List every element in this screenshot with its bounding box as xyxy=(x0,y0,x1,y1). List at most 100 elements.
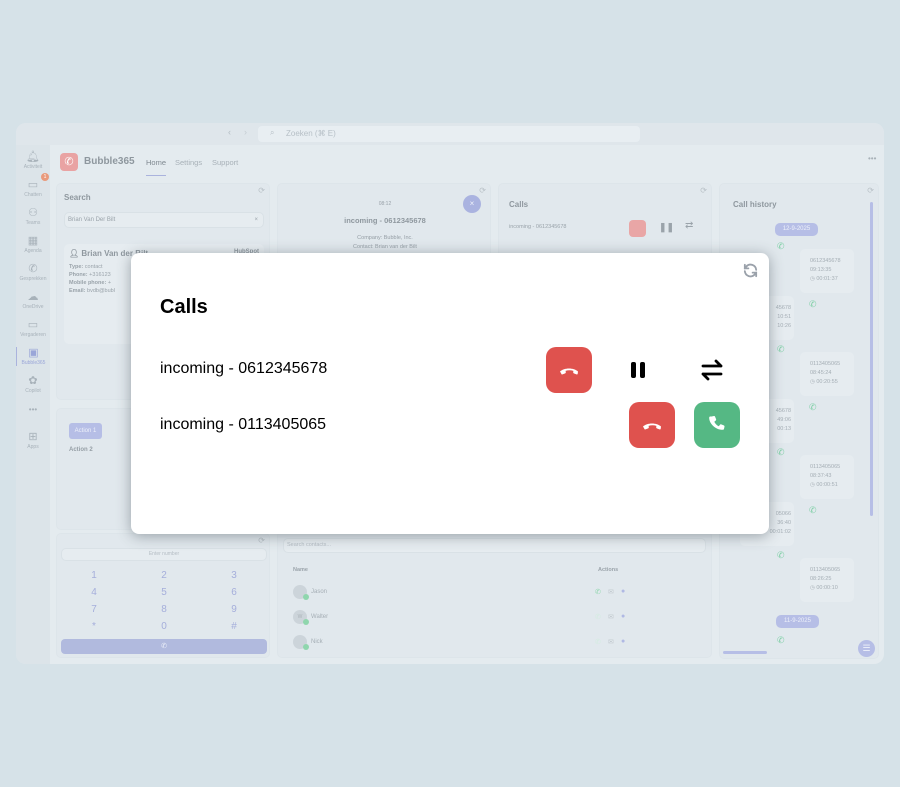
panel-title: Calls xyxy=(509,200,529,209)
mail-icon[interactable]: ✉ xyxy=(608,589,614,596)
menu-icon: ☰ xyxy=(862,643,871,653)
key-star[interactable]: * xyxy=(92,621,96,632)
key-3[interactable]: 3 xyxy=(231,570,237,581)
rail-item-meetings[interactable]: ▭ Vergaderen xyxy=(16,319,50,338)
history-entry[interactable]: 0113405065 08:37:43 ◷ 00:00:51 xyxy=(800,455,854,499)
history-entry[interactable]: 0113405065 08:26:25 ◷ 00:00:10 xyxy=(800,558,854,602)
key-8[interactable]: 8 xyxy=(161,604,167,615)
mail-icon[interactable]: ✉ xyxy=(608,639,614,646)
number-input[interactable]: Enter number xyxy=(61,548,267,561)
vertical-scrollbar[interactable] xyxy=(870,202,873,516)
mail-icon[interactable]: ✉ xyxy=(608,614,614,621)
transfer-icon xyxy=(701,359,723,381)
transfer-icon[interactable]: ⇄ xyxy=(685,220,694,231)
calls-modal: Calls incoming - 0612345678 incoming - 0… xyxy=(131,253,769,534)
action-2-button[interactable]: Action 2 xyxy=(69,447,93,453)
tab-settings[interactable]: Settings xyxy=(175,158,203,167)
hangup-button[interactable] xyxy=(629,220,646,237)
phone-label: Phone: xyxy=(69,272,88,278)
answer-button[interactable] xyxy=(694,402,740,448)
phone-value[interactable]: +316123 xyxy=(89,272,111,278)
clock-icon: ◷ xyxy=(810,482,815,488)
hangup-icon xyxy=(643,423,661,430)
key-4[interactable]: 4 xyxy=(91,587,97,598)
refresh-icon[interactable]: ⟳ xyxy=(258,186,265,195)
more-options-icon[interactable]: ••• xyxy=(868,154,877,163)
dial-button[interactable]: ✆ xyxy=(61,639,267,654)
rail-item-copilot[interactable]: ✿ Copilot xyxy=(16,375,50,394)
key-9[interactable]: 9 xyxy=(231,604,237,615)
key-hash[interactable]: # xyxy=(231,621,237,632)
incoming-call-icon: ✆ xyxy=(809,402,817,412)
rail-item-apps[interactable]: ⊞ Apps xyxy=(16,431,50,450)
history-duration: 00:20:55 xyxy=(816,379,838,385)
contact-row[interactable]: Nick ✆ ✉ ● xyxy=(293,635,703,651)
contact-row[interactable]: Jason ✆ ✉ ● xyxy=(293,585,703,601)
refresh-icon[interactable]: ⟳ xyxy=(258,536,265,545)
tab-support[interactable]: Support xyxy=(212,158,239,167)
pause-icon[interactable]: ❚❚ xyxy=(659,222,675,232)
key-7[interactable]: 7 xyxy=(91,604,97,615)
rail-more-button[interactable]: ••• xyxy=(16,405,50,414)
rail-item-activity[interactable]: 🔔︎ Activiteit xyxy=(16,151,50,170)
call-icon[interactable]: ✆ xyxy=(595,589,601,596)
refresh-icon[interactable]: ⟳ xyxy=(479,186,486,195)
plus-icon: ⊞ xyxy=(28,431,38,443)
call-label: incoming - 0612345678 xyxy=(509,224,567,230)
rail-label: Chatten xyxy=(24,192,42,198)
chat-icon[interactable]: ● xyxy=(621,638,626,645)
history-duration: 00:13 xyxy=(777,426,791,432)
close-call-button[interactable]: × xyxy=(463,195,481,213)
rail-item-agenda[interactable]: ▦ Agenda xyxy=(16,235,50,254)
chat-icon[interactable]: ● xyxy=(621,588,626,595)
hangup-button[interactable] xyxy=(546,347,592,393)
key-0[interactable]: 0 xyxy=(161,621,167,632)
history-time: 10:51 xyxy=(777,314,791,320)
horizontal-scrollbar[interactable] xyxy=(723,651,767,654)
history-entry[interactable]: 0612345678 09:13:35 ◷ 00:01:37 xyxy=(800,249,854,293)
calendar-icon: ▦ xyxy=(27,235,39,247)
key-2[interactable]: 2 xyxy=(161,570,167,581)
contact-name: Jason xyxy=(311,589,328,595)
refresh-icon[interactable]: ⟳ xyxy=(867,186,874,195)
email-value[interactable]: bvdb@bubl xyxy=(87,288,115,294)
hold-button[interactable] xyxy=(615,347,661,393)
history-entry[interactable]: 0113405065 08:45:24 ◷ 00:20:55 xyxy=(800,352,854,396)
video-icon: ▭ xyxy=(27,319,39,331)
refresh-icon[interactable]: ⟳ xyxy=(700,186,707,195)
call-icon[interactable]: ✆ xyxy=(595,639,601,646)
mobile-value[interactable]: + xyxy=(107,280,112,286)
column-actions: Actions xyxy=(598,567,619,573)
contact-search-input[interactable]: Brian Van Der Bilt × xyxy=(64,212,264,228)
rail-item-chat[interactable]: ▭ 1 Chatten xyxy=(16,173,50,198)
contacts-search-input[interactable]: Search contacts... xyxy=(283,538,706,553)
incoming-call-icon: ✆ xyxy=(777,344,785,354)
refresh-icon[interactable] xyxy=(742,262,759,279)
rail-item-onedrive[interactable]: ☁︎ OneDrive xyxy=(16,291,50,310)
tab-home[interactable]: Home xyxy=(146,158,167,176)
transfer-button[interactable] xyxy=(689,347,735,393)
call-icon[interactable]: ✆ xyxy=(595,614,601,621)
forward-icon[interactable]: › xyxy=(244,127,247,137)
key-1[interactable]: 1 xyxy=(91,570,97,581)
panel-title: Search xyxy=(64,193,91,202)
history-time: 36:40 xyxy=(777,520,791,526)
back-icon[interactable]: ‹ xyxy=(228,127,231,137)
key-6[interactable]: 6 xyxy=(231,587,237,598)
incoming-call-icon: ✆ xyxy=(777,241,785,251)
key-5[interactable]: 5 xyxy=(161,587,167,598)
incoming-call-icon: ✆ xyxy=(777,635,785,645)
rail-item-calls[interactable]: ✆ Gesprekken xyxy=(16,263,50,282)
global-search-input[interactable]: ⌕ Zoeken (⌘ E) xyxy=(258,126,640,142)
history-time: 08:26:25 xyxy=(810,576,832,582)
chat-icon[interactable]: ● xyxy=(621,613,626,620)
rail-item-bubble365[interactable]: ▣ Bubble365 xyxy=(16,347,50,366)
contact-row[interactable]: W Walter ✆ ✉ ● xyxy=(293,610,703,626)
call-contact: Contact: Brian van der Bilt xyxy=(353,244,417,250)
rail-item-teams[interactable]: ⚇ Teams xyxy=(16,207,50,226)
decline-button[interactable] xyxy=(629,402,675,448)
dialpad-panel: ⟳ Enter number 1 2 3 4 5 6 7 8 9 * 0 # ✆ xyxy=(56,533,270,658)
menu-button[interactable]: ☰ xyxy=(858,640,875,657)
action-1-button[interactable]: Action 1 xyxy=(69,423,102,439)
clear-icon[interactable]: × xyxy=(254,217,258,223)
